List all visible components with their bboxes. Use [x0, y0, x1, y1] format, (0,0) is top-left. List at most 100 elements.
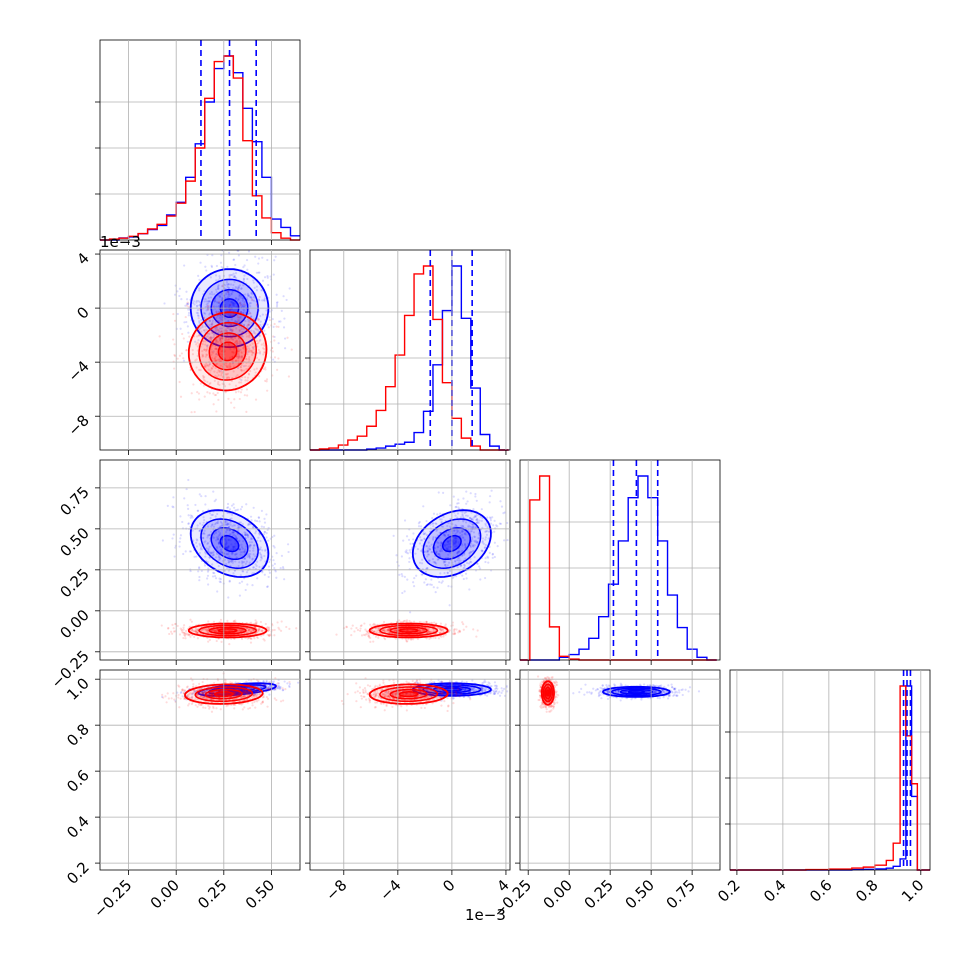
blue-sample-point [466, 500, 469, 503]
blue-sample-point [425, 519, 428, 523]
blue-sample-point [218, 555, 221, 558]
blue-sample-point [275, 293, 278, 296]
blue-sample-point [468, 551, 471, 554]
blue-sample-point [210, 552, 213, 555]
blue-sample-point [212, 336, 215, 339]
red-sample-point [240, 629, 243, 632]
blue-sample-point [207, 508, 210, 511]
blue-sample-point [467, 528, 470, 532]
blue-sample-point [468, 516, 472, 519]
blue-sample-point [242, 311, 245, 315]
blue-sample-point [197, 339, 200, 342]
red-sample-point [239, 356, 242, 359]
blue-sample-point [210, 265, 214, 269]
red-sample-point [253, 637, 256, 640]
blue-sample-point [486, 526, 489, 529]
blue-sample-point [255, 328, 258, 331]
blue-sample-point [227, 522, 230, 525]
blue-sample-point [432, 525, 435, 528]
blue-sample-point [435, 529, 438, 532]
blue-sample-point [475, 540, 479, 544]
red-sample-point [188, 634, 191, 637]
blue-sample-point [478, 565, 481, 568]
red-sample-point [249, 343, 252, 347]
blue-sample-point [205, 344, 209, 348]
red-sample-point [199, 369, 202, 372]
blue-sample-point [220, 254, 223, 257]
red-sample-point [374, 623, 377, 626]
blue-sample-point [443, 534, 446, 537]
red-sample-point [237, 390, 240, 393]
red-sample-point [224, 338, 227, 341]
red-sample-point [287, 375, 291, 378]
blue-sample-point [259, 548, 262, 551]
blue-sample-point [275, 301, 279, 305]
blue-sample-point [239, 303, 243, 306]
red-sample-point [220, 350, 223, 353]
blue-sample-point [421, 573, 424, 576]
red-sample-point [237, 351, 240, 354]
blue-sample-point [161, 539, 164, 542]
red-sample-point [383, 629, 386, 632]
red-sample-point [241, 629, 244, 632]
red-sample-point [255, 303, 259, 306]
red-sample-point [273, 356, 277, 359]
blue-sample-point [216, 286, 220, 289]
red-sample-point [262, 323, 265, 326]
blue-sample-point [215, 310, 218, 313]
red-sample-point [399, 621, 403, 624]
red-sample-point [193, 635, 196, 638]
blue-sample-point [246, 534, 249, 537]
blue-sample-point [209, 292, 212, 295]
blue-sample-point [235, 556, 238, 559]
blue-sample-point [239, 551, 242, 554]
blue-sample-point [225, 552, 228, 556]
blue-sample-point [237, 285, 240, 288]
blue-sample-point [439, 547, 443, 550]
blue-sample-point [426, 555, 429, 558]
red-sample-point [209, 336, 212, 339]
blue-sample-point [228, 304, 232, 307]
blue-sample-point [485, 530, 488, 533]
blue-sample-point [426, 549, 429, 552]
blue-sample-point [511, 528, 513, 530]
red-sample-point [394, 629, 397, 632]
red-sample-point [383, 636, 386, 639]
red-sample-point [219, 330, 223, 333]
blue-sample-point [265, 679, 268, 682]
blue-sample-point [469, 544, 472, 547]
blue-sample-point [197, 299, 200, 303]
blue-sample-point [428, 548, 432, 551]
blue-sample-point [463, 538, 466, 541]
blue-sample-point [487, 537, 490, 540]
blue-sample-point [244, 557, 247, 560]
blue-sample-point [469, 530, 472, 533]
blue-sample-point [212, 691, 216, 694]
blue-sample-point [220, 522, 223, 525]
blue-sample-point [425, 533, 428, 537]
red-sample-point [273, 339, 276, 342]
blue-sample-point [172, 533, 175, 536]
red-sample-point [241, 376, 244, 379]
blue-sample-point [487, 561, 490, 564]
blue-sample-point [420, 539, 424, 542]
red-sample-point [271, 350, 274, 353]
blue-sample-point [219, 318, 222, 321]
blue-sample-point [195, 299, 198, 303]
blue-sample-point [203, 329, 206, 332]
red-sample-point [457, 631, 460, 634]
blue-sample-point [245, 258, 249, 262]
blue-sample-point [288, 682, 292, 686]
blue-sample-point [470, 550, 473, 554]
red-sample-point [254, 619, 257, 622]
red-sample-point [372, 630, 375, 633]
blue-sample-point [475, 518, 479, 521]
blue-sample-point [395, 554, 398, 557]
blue-sample-point [405, 535, 409, 538]
blue-contour [210, 527, 249, 561]
blue-sample-point [239, 521, 242, 524]
blue-sample-point [194, 340, 197, 343]
blue-sample-point [483, 546, 486, 549]
blue-sample-point [243, 300, 246, 304]
blue-sample-point [238, 342, 241, 345]
